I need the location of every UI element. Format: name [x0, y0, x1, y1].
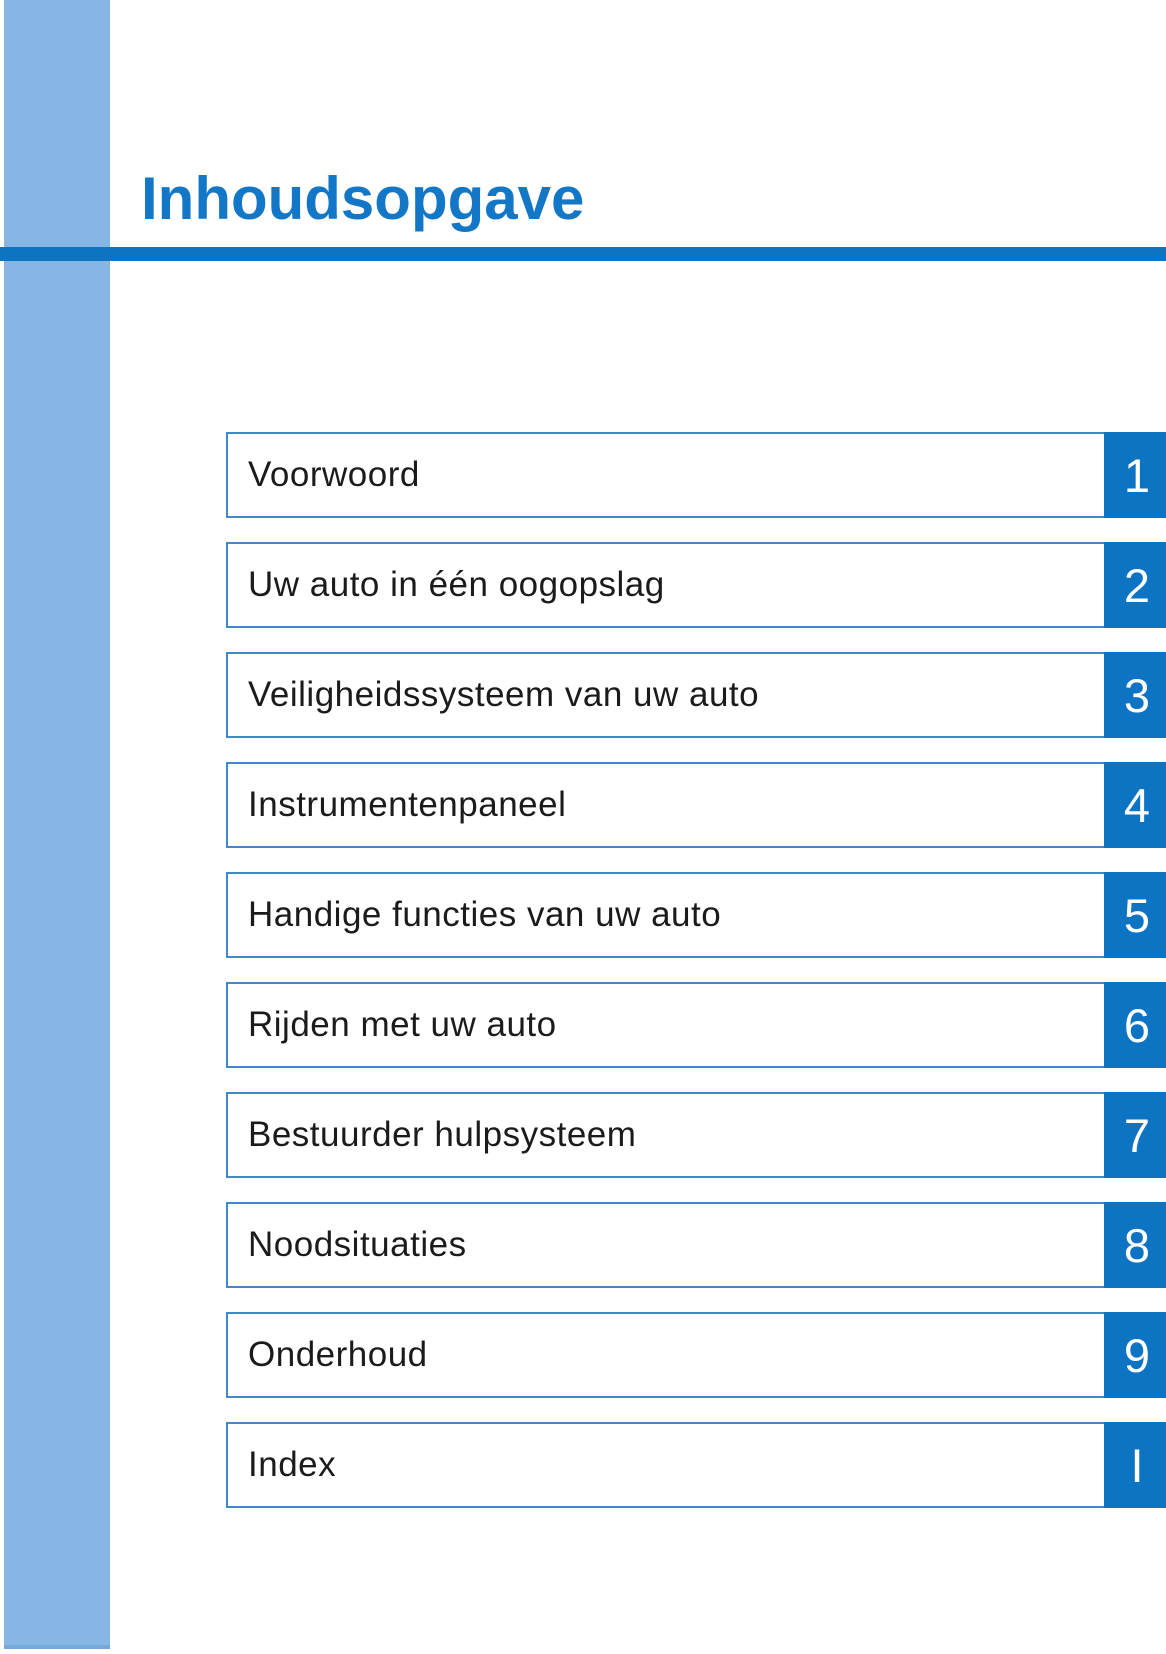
toc-entry-chapter-badge: 2 [1104, 542, 1166, 628]
toc-entry-chapter-badge: 4 [1104, 762, 1166, 848]
toc-entry-label: Uw auto in één oogopslag [248, 565, 665, 604]
toc-entry-4[interactable]: Instrumentenpaneel 4 [226, 762, 1166, 848]
toc-entry-chapter-badge: 7 [1104, 1092, 1166, 1178]
toc-entry-9[interactable]: Onderhoud 9 [226, 1312, 1166, 1398]
toc-entry-label: Onderhoud [248, 1335, 428, 1374]
toc-entry-2[interactable]: Uw auto in één oogopslag 2 [226, 542, 1166, 628]
toc-entry-label: Handige functies van uw auto [248, 895, 722, 934]
toc-entry-chapter-badge: 6 [1104, 982, 1166, 1068]
toc-entry-6[interactable]: Rijden met uw auto 6 [226, 982, 1166, 1068]
toc-entry-label: Instrumentenpaneel [248, 785, 567, 824]
left-accent-bar [4, 0, 110, 1649]
table-of-contents: Voorwoord 1 Uw auto in één oogopslag 2 V… [226, 432, 1166, 1508]
title-divider-rule [0, 247, 1166, 261]
toc-entry-label: Rijden met uw auto [248, 1005, 557, 1044]
toc-entry-1[interactable]: Voorwoord 1 [226, 432, 1166, 518]
toc-entry-5[interactable]: Handige functies van uw auto 5 [226, 872, 1166, 958]
toc-entry-chapter-badge: 8 [1104, 1202, 1166, 1288]
toc-entry-label: Bestuurder hulpsysteem [248, 1115, 637, 1154]
toc-entry-chapter-badge: 1 [1104, 432, 1166, 518]
toc-entry-label: Veiligheidssysteem van uw auto [248, 675, 760, 714]
toc-entry-7[interactable]: Bestuurder hulpsysteem 7 [226, 1092, 1166, 1178]
toc-entry-chapter-badge: 3 [1104, 652, 1166, 738]
toc-entry-label: Noodsituaties [248, 1225, 467, 1264]
toc-entry-8[interactable]: Noodsituaties 8 [226, 1202, 1166, 1288]
toc-entry-label: Voorwoord [248, 455, 420, 494]
toc-entry-3[interactable]: Veiligheidssysteem van uw auto 3 [226, 652, 1166, 738]
toc-entry-chapter-badge: 9 [1104, 1312, 1166, 1398]
toc-entry-chapter-badge: I [1104, 1422, 1166, 1508]
page-title: Inhoudsopgave [141, 165, 585, 232]
toc-entry-chapter-badge: 5 [1104, 872, 1166, 958]
toc-entry-label: Index [248, 1445, 337, 1484]
toc-entry-10[interactable]: Index I [226, 1422, 1166, 1508]
